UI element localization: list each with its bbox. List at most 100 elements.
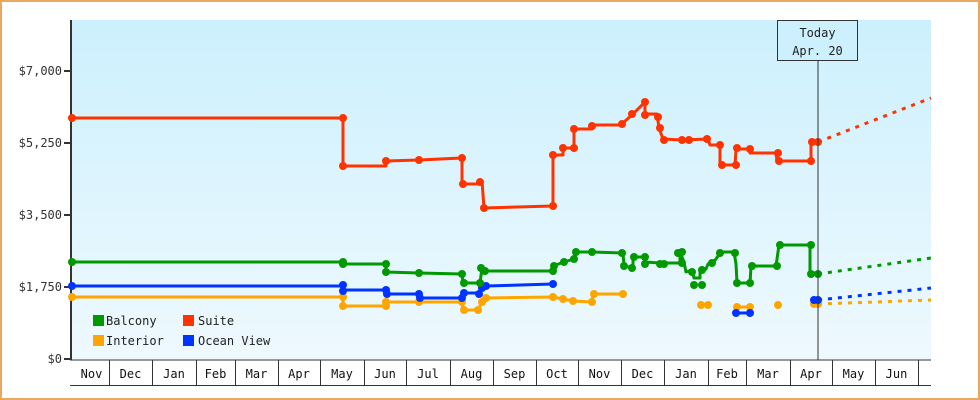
data-point[interactable] — [703, 135, 711, 143]
data-point[interactable] — [746, 303, 754, 311]
data-point[interactable] — [460, 279, 468, 287]
data-point[interactable] — [416, 294, 424, 302]
data-point[interactable] — [641, 111, 649, 119]
data-point[interactable] — [630, 253, 638, 261]
data-point[interactable] — [570, 125, 578, 133]
data-point[interactable] — [654, 113, 662, 121]
data-point[interactable] — [482, 294, 490, 302]
data-point[interactable] — [618, 120, 626, 128]
data-point[interactable] — [559, 295, 567, 303]
data-point[interactable] — [641, 260, 649, 268]
data-point[interactable] — [718, 161, 726, 169]
data-point[interactable] — [716, 141, 724, 149]
data-point[interactable] — [746, 279, 754, 287]
data-point[interactable] — [733, 279, 741, 287]
data-point[interactable] — [482, 282, 490, 290]
data-point[interactable] — [475, 290, 483, 298]
data-point[interactable] — [549, 280, 557, 288]
data-point[interactable] — [590, 290, 598, 298]
data-point[interactable] — [773, 262, 781, 270]
data-point[interactable] — [382, 298, 390, 306]
data-point[interactable] — [549, 293, 557, 301]
data-point[interactable] — [807, 157, 815, 165]
data-point[interactable] — [748, 262, 756, 270]
data-point[interactable] — [382, 260, 390, 268]
data-point[interactable] — [383, 290, 391, 298]
data-point[interactable] — [339, 114, 347, 122]
data-point[interactable] — [460, 289, 468, 297]
data-point[interactable] — [697, 301, 705, 309]
data-point[interactable] — [476, 279, 484, 287]
data-point[interactable] — [698, 281, 706, 289]
data-point[interactable] — [588, 122, 596, 130]
data-point[interactable] — [678, 248, 686, 256]
data-point[interactable] — [733, 303, 741, 311]
data-point[interactable] — [716, 249, 724, 257]
data-point[interactable] — [415, 269, 423, 277]
data-point[interactable] — [339, 162, 347, 170]
data-point[interactable] — [660, 260, 668, 268]
data-point[interactable] — [660, 136, 668, 144]
data-point[interactable] — [746, 309, 754, 317]
data-point[interactable] — [733, 144, 741, 152]
data-point[interactable] — [550, 262, 558, 270]
data-point[interactable] — [678, 136, 686, 144]
data-point[interactable] — [688, 268, 696, 276]
data-point[interactable] — [746, 145, 754, 153]
data-point[interactable] — [704, 301, 712, 309]
data-point[interactable] — [807, 270, 815, 278]
data-point[interactable] — [480, 204, 488, 212]
data-point[interactable] — [339, 287, 347, 295]
data-point[interactable] — [460, 306, 468, 314]
data-point[interactable] — [68, 293, 76, 301]
data-point[interactable] — [628, 264, 636, 272]
data-point[interactable] — [732, 161, 740, 169]
data-point[interactable] — [708, 259, 716, 267]
data-point[interactable] — [776, 241, 784, 249]
data-point[interactable] — [570, 144, 578, 152]
data-point[interactable] — [569, 297, 577, 305]
data-point[interactable] — [588, 298, 596, 306]
data-point[interactable] — [382, 157, 390, 165]
data-point[interactable] — [549, 151, 557, 159]
data-point[interactable] — [570, 255, 578, 263]
data-point[interactable] — [698, 266, 706, 274]
data-point[interactable] — [68, 258, 76, 266]
data-point[interactable] — [382, 268, 390, 276]
data-point[interactable] — [807, 241, 815, 249]
data-point[interactable] — [572, 248, 580, 256]
data-point[interactable] — [808, 138, 816, 146]
data-point[interactable] — [618, 249, 626, 257]
data-point[interactable] — [339, 293, 347, 301]
data-point[interactable] — [339, 281, 347, 289]
data-point[interactable] — [690, 281, 698, 289]
data-point[interactable] — [775, 157, 783, 165]
data-point[interactable] — [459, 180, 467, 188]
data-point[interactable] — [588, 248, 596, 256]
data-point[interactable] — [619, 290, 627, 298]
data-point[interactable] — [732, 309, 740, 317]
data-point[interactable] — [656, 124, 664, 132]
data-point[interactable] — [458, 270, 466, 278]
data-point[interactable] — [476, 178, 484, 186]
data-point[interactable] — [774, 149, 782, 157]
data-point[interactable] — [458, 154, 466, 162]
data-point[interactable] — [559, 144, 567, 152]
data-point[interactable] — [415, 156, 423, 164]
data-point[interactable] — [481, 267, 489, 275]
data-point[interactable] — [628, 110, 636, 118]
data-point[interactable] — [339, 260, 347, 268]
data-point[interactable] — [678, 259, 686, 267]
data-point[interactable] — [474, 306, 482, 314]
data-point[interactable] — [685, 136, 693, 144]
data-point[interactable] — [620, 262, 628, 270]
data-point[interactable] — [641, 253, 649, 261]
data-point[interactable] — [774, 301, 782, 309]
data-point[interactable] — [560, 258, 568, 266]
data-point[interactable] — [339, 302, 347, 310]
data-point[interactable] — [731, 249, 739, 257]
data-point[interactable] — [549, 202, 557, 210]
data-point[interactable] — [68, 114, 76, 122]
data-point[interactable] — [641, 98, 649, 106]
data-point[interactable] — [68, 282, 76, 290]
